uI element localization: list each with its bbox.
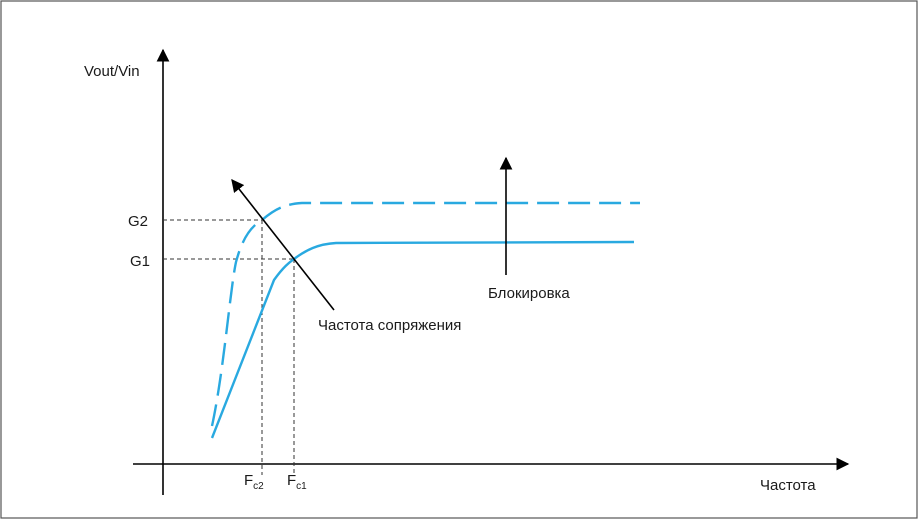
corner-frequency-arrow [231, 178, 335, 311]
fc2-label: Fc2 [244, 472, 264, 492]
x-axis-label: Частота [760, 477, 816, 494]
solid-response-curve [210, 240, 635, 439]
corner-frequency-label: Частота сопряжения [318, 317, 461, 334]
g1-label: G1 [130, 253, 150, 270]
fc1-main: F [287, 472, 296, 489]
dashed-response-curve [210, 201, 640, 427]
g2-label: G2 [128, 213, 148, 230]
blocking-label: Блокировка [488, 285, 570, 302]
fc1-sub: c1 [296, 481, 307, 492]
fc2-sub: c2 [253, 481, 264, 492]
fc2-main: F [244, 472, 253, 489]
fc1-label: Fc1 [287, 472, 307, 492]
y-axis-label: Vout/Vin [84, 63, 140, 80]
